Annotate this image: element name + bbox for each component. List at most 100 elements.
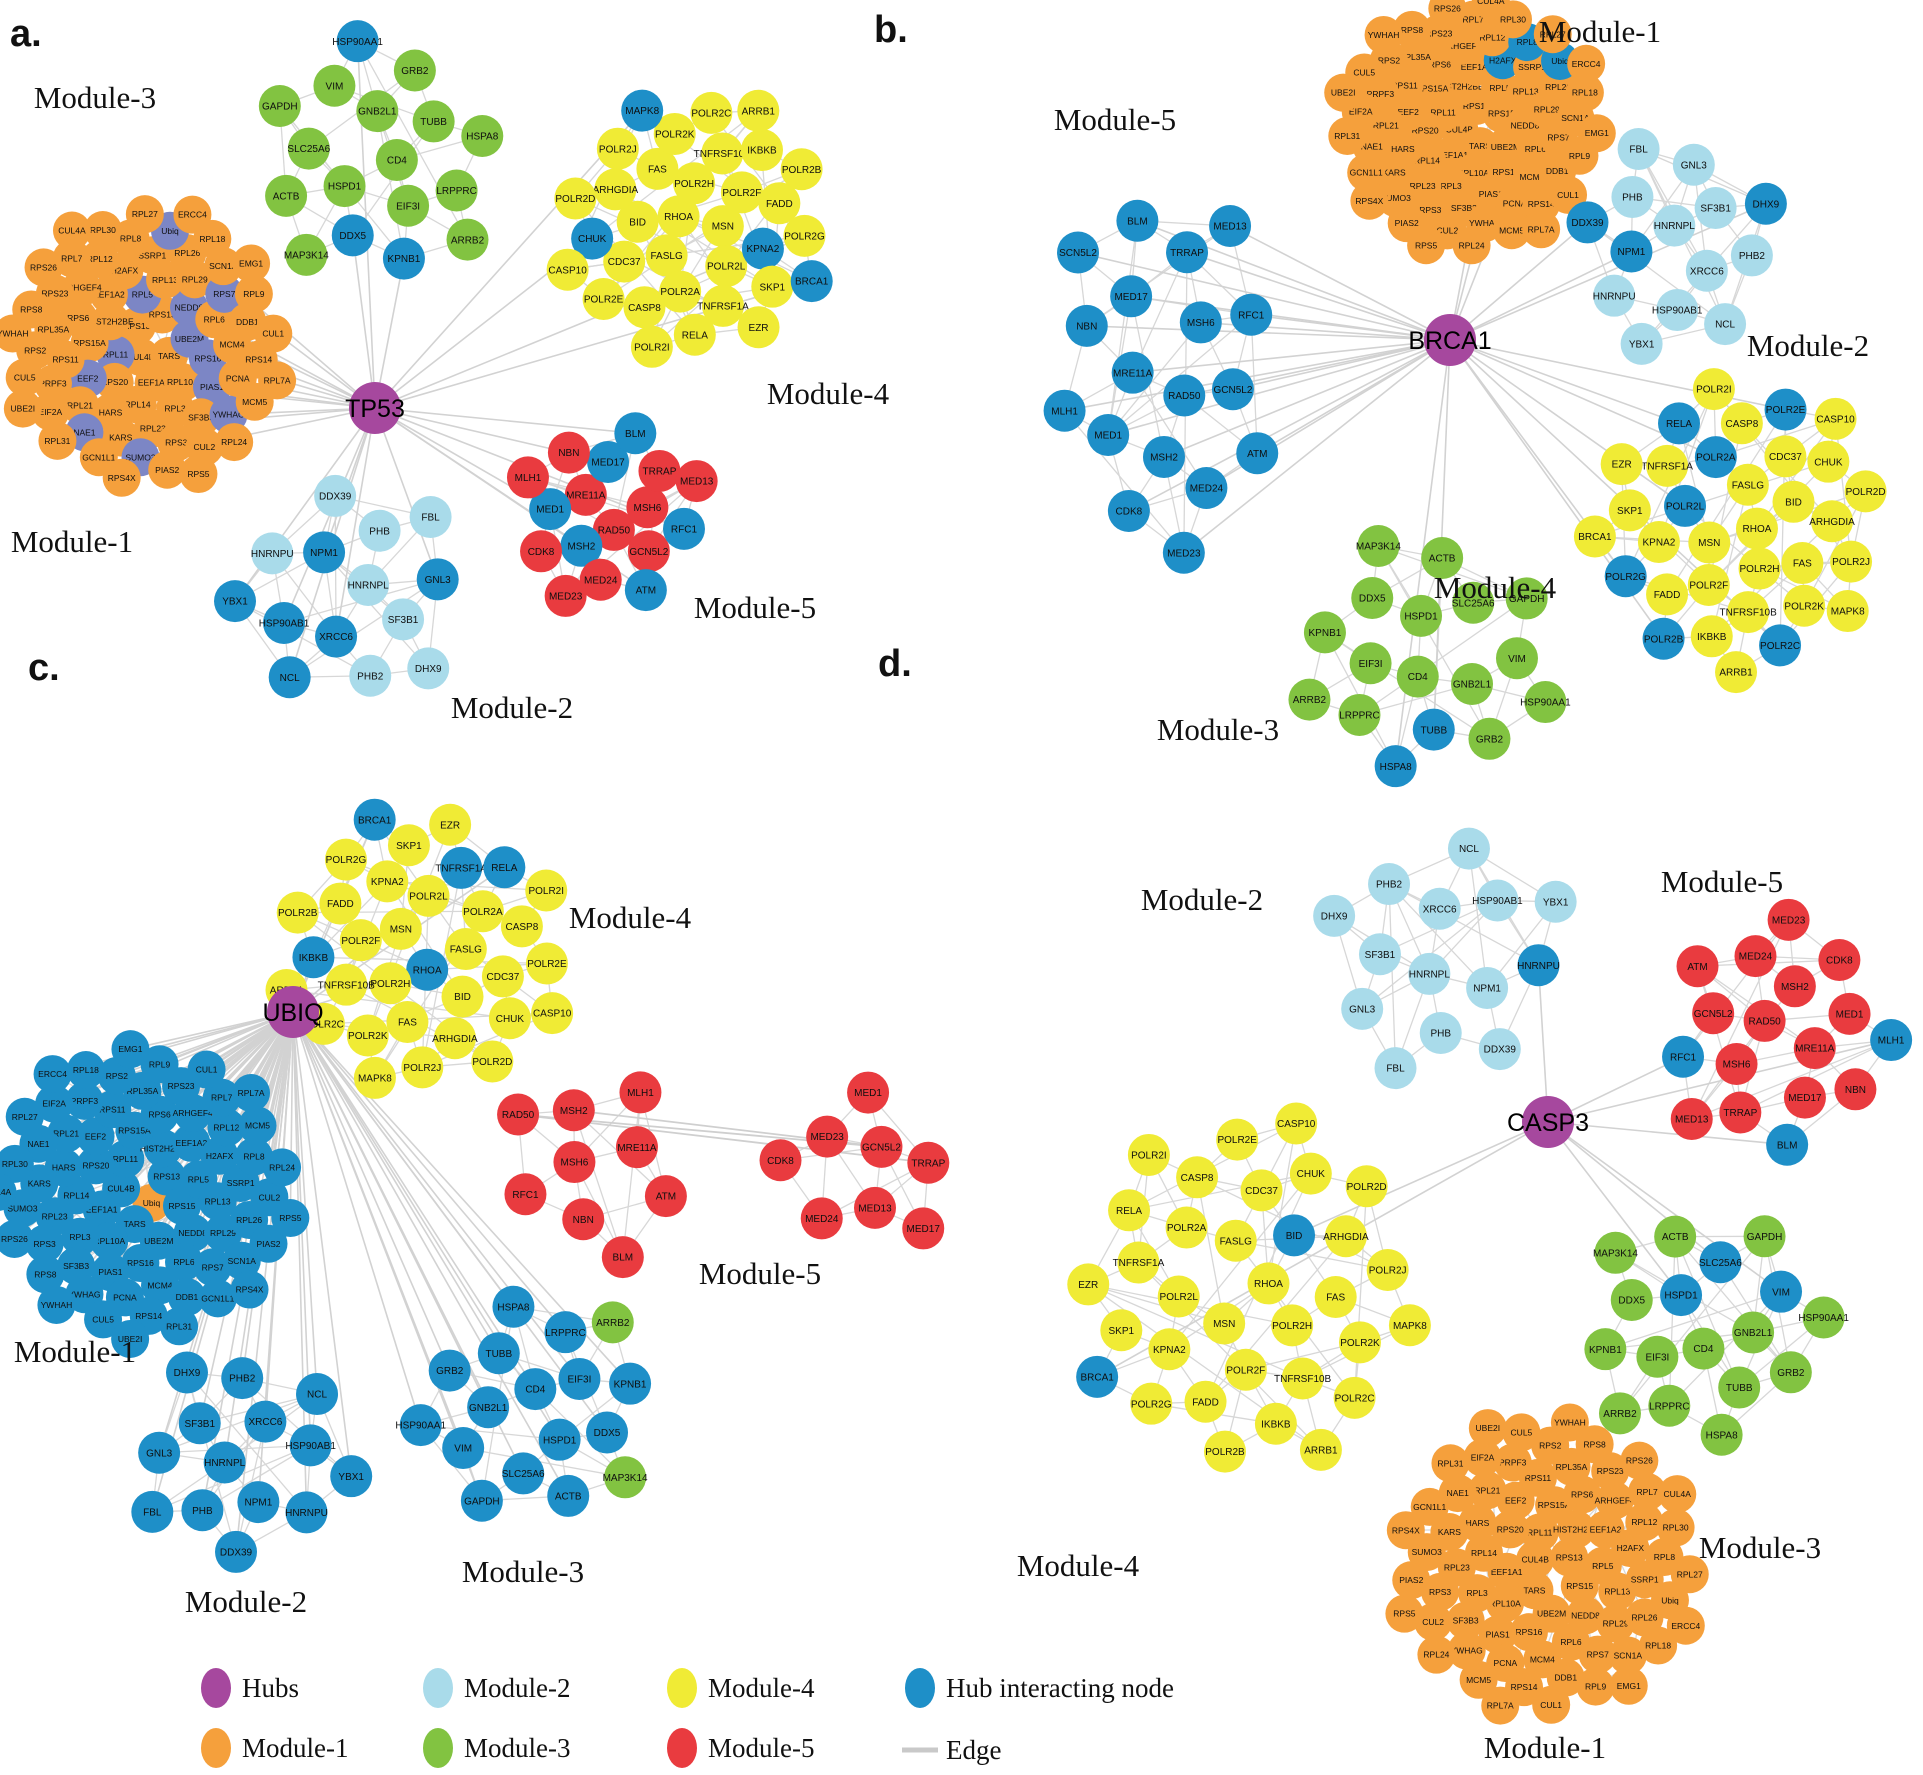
node-MED24[interactable] bbox=[1734, 935, 1777, 978]
node-NPM1[interactable] bbox=[303, 531, 346, 574]
hub-node-CASP3[interactable] bbox=[1522, 1096, 1574, 1148]
node-YWHAH[interactable] bbox=[1550, 1403, 1589, 1442]
node-TUBB[interactable] bbox=[412, 100, 455, 143]
node-POLR2J[interactable] bbox=[596, 127, 639, 170]
node-FADD[interactable] bbox=[1646, 573, 1689, 616]
node-PRPF3[interactable] bbox=[33, 364, 72, 403]
node-RPS26[interactable] bbox=[0, 1219, 34, 1258]
node-MED1[interactable] bbox=[1087, 413, 1130, 456]
node-KPNB1[interactable] bbox=[1303, 611, 1346, 654]
node-POLR2B[interactable] bbox=[1642, 617, 1685, 660]
node-RHOA[interactable] bbox=[1735, 507, 1778, 550]
node-RPL7A[interactable] bbox=[258, 361, 297, 400]
node-ARRB1[interactable] bbox=[737, 89, 780, 132]
node-FAS[interactable] bbox=[1314, 1275, 1357, 1318]
node-RPL12[interactable] bbox=[207, 1108, 246, 1147]
node-RPL27[interactable] bbox=[1670, 1555, 1709, 1594]
node-POLR2E[interactable] bbox=[1764, 388, 1807, 431]
node-ERCC4[interactable] bbox=[1567, 44, 1606, 83]
node-MED24[interactable] bbox=[800, 1197, 843, 1240]
node-GNL3[interactable] bbox=[1672, 143, 1715, 186]
node-XRCC6[interactable] bbox=[1418, 887, 1461, 930]
node-IKBKB[interactable] bbox=[1690, 615, 1733, 658]
node-MED1[interactable] bbox=[529, 488, 572, 531]
node-MSN[interactable] bbox=[701, 205, 744, 248]
node-EIF3I[interactable] bbox=[1636, 1335, 1679, 1378]
node-YBX1[interactable] bbox=[1620, 322, 1663, 365]
node-FBL[interactable] bbox=[409, 496, 452, 539]
node-EIF2A[interactable] bbox=[1463, 1438, 1502, 1477]
node-ERCC4[interactable] bbox=[33, 1055, 72, 1094]
node-RFC1[interactable] bbox=[1230, 293, 1273, 336]
node-RPL7[interactable] bbox=[1628, 1472, 1667, 1511]
node-MED1[interactable] bbox=[847, 1071, 890, 1114]
node-MCM5[interactable] bbox=[1459, 1660, 1498, 1699]
node-TNFRSF10B[interactable] bbox=[1281, 1357, 1324, 1400]
node-RPS7[interactable] bbox=[205, 274, 244, 313]
node-CDC37[interactable] bbox=[481, 955, 524, 998]
node-RPL7A[interactable] bbox=[232, 1074, 271, 1113]
node-ARHGEF4[interactable] bbox=[1595, 1481, 1634, 1520]
node-RPL6[interactable] bbox=[165, 1242, 204, 1281]
node-RELA[interactable] bbox=[1658, 402, 1701, 445]
node-CASP10[interactable] bbox=[1814, 397, 1857, 440]
node-MED23[interactable] bbox=[806, 1115, 849, 1158]
node-GAPDH[interactable] bbox=[460, 1479, 503, 1522]
node-TUBB[interactable] bbox=[1412, 708, 1455, 751]
node-DDX5[interactable] bbox=[1610, 1279, 1653, 1322]
node-GAPDH[interactable] bbox=[1505, 577, 1548, 620]
node-CUL4A[interactable] bbox=[0, 1173, 17, 1211]
node-TNFRSF1A[interactable] bbox=[1117, 1241, 1160, 1284]
node-BRCA1[interactable] bbox=[353, 798, 396, 841]
node-SKP1[interactable] bbox=[751, 265, 794, 308]
node-MSH6[interactable] bbox=[553, 1141, 596, 1184]
node-CUL4A[interactable] bbox=[1658, 1475, 1697, 1514]
node-FAS[interactable] bbox=[636, 147, 679, 190]
node-RPL9[interactable] bbox=[234, 274, 273, 313]
node-BID[interactable] bbox=[441, 975, 484, 1018]
node-RPS7[interactable] bbox=[193, 1248, 232, 1287]
node-DDX39[interactable] bbox=[314, 474, 357, 517]
node-POLR2L[interactable] bbox=[407, 874, 450, 917]
node-EZR[interactable] bbox=[1600, 443, 1643, 486]
node-FADD[interactable] bbox=[1184, 1380, 1227, 1423]
node-POLR2A[interactable] bbox=[659, 270, 702, 313]
node-POLR2B[interactable] bbox=[276, 891, 319, 934]
node-POLR2J[interactable] bbox=[1366, 1248, 1409, 1291]
node-RPS4X[interactable] bbox=[230, 1270, 269, 1309]
node-NPM1[interactable] bbox=[1466, 966, 1509, 1009]
node-CASP8[interactable] bbox=[500, 905, 543, 948]
node-YWHAH[interactable] bbox=[1364, 15, 1403, 54]
node-ARRB2[interactable] bbox=[1288, 678, 1331, 721]
node-KPNB1[interactable] bbox=[609, 1362, 652, 1405]
node-ARHGDIA[interactable] bbox=[1811, 500, 1854, 543]
node-FASLG[interactable] bbox=[444, 928, 487, 971]
node-YWHAG[interactable] bbox=[1447, 1631, 1486, 1670]
node-BRCA1[interactable] bbox=[790, 260, 833, 303]
node-HNRNPU[interactable] bbox=[1593, 274, 1636, 317]
node-HSP90AB1[interactable] bbox=[1476, 879, 1519, 922]
node-RPL7[interactable] bbox=[202, 1078, 241, 1117]
node-RPS5[interactable] bbox=[1407, 226, 1446, 265]
node-HNRNPL[interactable] bbox=[1408, 952, 1451, 995]
node-LRPPRC[interactable] bbox=[1338, 693, 1381, 736]
node-RPL31[interactable] bbox=[1431, 1444, 1470, 1483]
node-SF3B1[interactable] bbox=[178, 1402, 221, 1445]
node-MRE11A[interactable] bbox=[564, 473, 607, 516]
node-DHX9[interactable] bbox=[165, 1351, 208, 1394]
node-HSPD1[interactable] bbox=[538, 1418, 581, 1461]
node-TNFRSF10B[interactable] bbox=[1727, 591, 1770, 634]
node-GCN1L1[interactable] bbox=[1347, 153, 1386, 192]
node-LRPPRC[interactable] bbox=[544, 1311, 587, 1354]
node-RFC1[interactable] bbox=[1662, 1035, 1705, 1078]
node-FASLG[interactable] bbox=[1726, 463, 1769, 506]
node-MED17[interactable] bbox=[1110, 275, 1153, 318]
node-TRRAP[interactable] bbox=[1166, 231, 1209, 274]
node-KPNA2[interactable] bbox=[366, 860, 409, 903]
node-CASP10[interactable] bbox=[531, 992, 574, 1035]
node-HIST2H2BE[interactable] bbox=[1557, 1510, 1596, 1549]
node-ARHGDIA[interactable] bbox=[1324, 1215, 1367, 1258]
node-RPL7A[interactable] bbox=[1481, 1686, 1520, 1725]
node-RPS5[interactable] bbox=[179, 455, 218, 494]
node-SCN1A[interactable] bbox=[1608, 1636, 1647, 1675]
